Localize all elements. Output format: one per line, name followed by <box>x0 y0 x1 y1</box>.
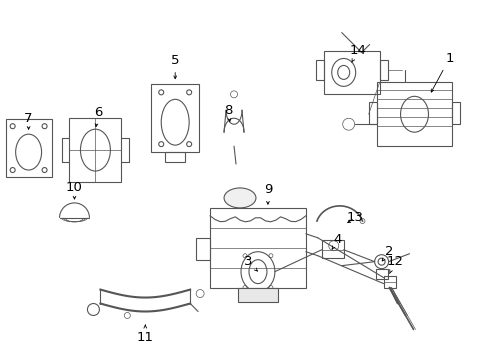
Bar <box>69 118 121 182</box>
Bar <box>151 84 199 152</box>
Bar <box>383 276 395 288</box>
Bar <box>323 50 379 94</box>
Text: 14: 14 <box>348 44 366 62</box>
Ellipse shape <box>224 188 255 208</box>
Text: 8: 8 <box>224 104 232 121</box>
Bar <box>379 60 387 80</box>
Text: 6: 6 <box>94 106 102 126</box>
Bar <box>6 119 51 177</box>
Bar <box>321 240 343 258</box>
Bar <box>210 208 305 288</box>
Bar <box>165 152 185 162</box>
Text: 13: 13 <box>346 211 363 224</box>
Text: 9: 9 <box>263 184 271 204</box>
Bar <box>196 238 210 260</box>
Text: 7: 7 <box>24 112 33 129</box>
Text: 2: 2 <box>382 245 393 261</box>
Bar <box>368 102 376 124</box>
Text: 5: 5 <box>171 54 179 79</box>
Bar <box>451 102 459 124</box>
Bar <box>376 82 451 146</box>
Bar <box>238 288 277 302</box>
Text: 1: 1 <box>430 52 453 92</box>
Text: 11: 11 <box>137 325 153 344</box>
Text: 12: 12 <box>386 255 402 274</box>
Text: 3: 3 <box>243 255 257 271</box>
Text: 10: 10 <box>66 181 83 199</box>
Bar <box>375 269 387 279</box>
Bar <box>315 60 323 80</box>
Text: 4: 4 <box>331 233 341 249</box>
